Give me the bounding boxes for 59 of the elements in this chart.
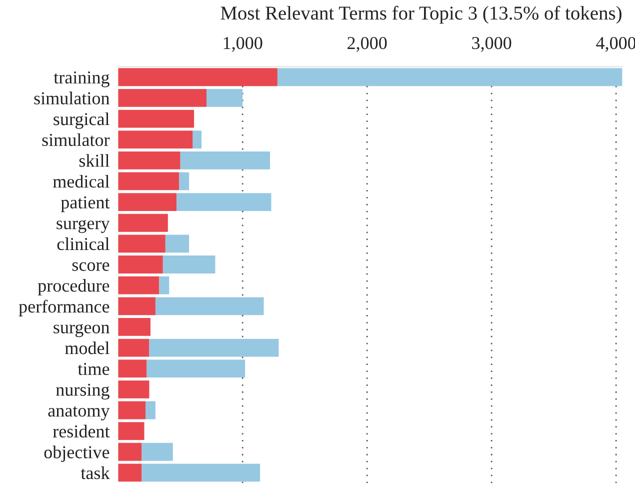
bar — [118, 130, 193, 149]
bar — [118, 464, 142, 482]
bar — [146, 360, 246, 378]
bar — [118, 172, 180, 190]
y-tick-label: surgery — [56, 220, 110, 233]
bar — [118, 214, 168, 232]
x-tick-label: 1,000 — [224, 36, 262, 52]
bar — [142, 464, 260, 482]
y-tick-label: training — [54, 71, 110, 88]
y-tick-label: skill — [79, 154, 110, 167]
y-tick-label: medical — [53, 174, 110, 188]
bar — [118, 422, 144, 440]
bar — [118, 380, 150, 398]
bar — [118, 360, 147, 378]
y-tick-label: nursing — [56, 384, 110, 400]
bar — [118, 276, 160, 294]
bar — [162, 256, 216, 274]
x-tick-label: 2,000 — [348, 36, 387, 52]
bar — [118, 110, 194, 128]
bar — [176, 193, 272, 211]
bar — [118, 68, 278, 86]
bar — [118, 151, 180, 170]
y-tick-label: procedure — [38, 279, 110, 296]
bar — [165, 234, 190, 253]
y-tick-label: anatomy — [48, 406, 110, 420]
bar — [118, 88, 206, 107]
bar — [118, 401, 146, 420]
y-tick-label: surgeon — [54, 324, 110, 338]
bar — [179, 172, 190, 190]
y-tick-label: clinical — [57, 237, 110, 250]
bar — [149, 338, 279, 357]
y-tick-label: score — [72, 262, 110, 271]
y-tick-label: simulator — [42, 133, 110, 146]
bar — [118, 318, 150, 336]
bar — [206, 88, 243, 107]
y-tick-label: surgical — [54, 112, 110, 129]
y-tick-label: performance — [18, 300, 110, 316]
bar — [180, 151, 270, 170]
y-tick-label: task — [80, 466, 110, 480]
bar — [277, 68, 622, 86]
y-tick-label: objective — [44, 446, 110, 462]
chart-title: Most Relevant Terms for Topic 3 (13.5% of tokens) — [220, 6, 622, 24]
bar — [146, 401, 156, 420]
bar — [192, 130, 202, 149]
y-tick-label: simulation — [34, 92, 110, 104]
bar — [118, 234, 166, 253]
bar — [118, 338, 150, 357]
bar — [155, 297, 264, 316]
x-tick-label: 3,000 — [472, 36, 512, 52]
bar — [118, 442, 142, 461]
bar — [118, 193, 177, 211]
bar — [118, 256, 163, 274]
bar — [159, 276, 170, 294]
bar — [142, 442, 173, 461]
y-tick-label: model — [65, 342, 110, 354]
y-tick-label: patient — [60, 196, 110, 212]
y-tick-label: time — [78, 362, 110, 376]
y-tick-label: resident — [52, 424, 110, 438]
bar — [118, 297, 156, 316]
